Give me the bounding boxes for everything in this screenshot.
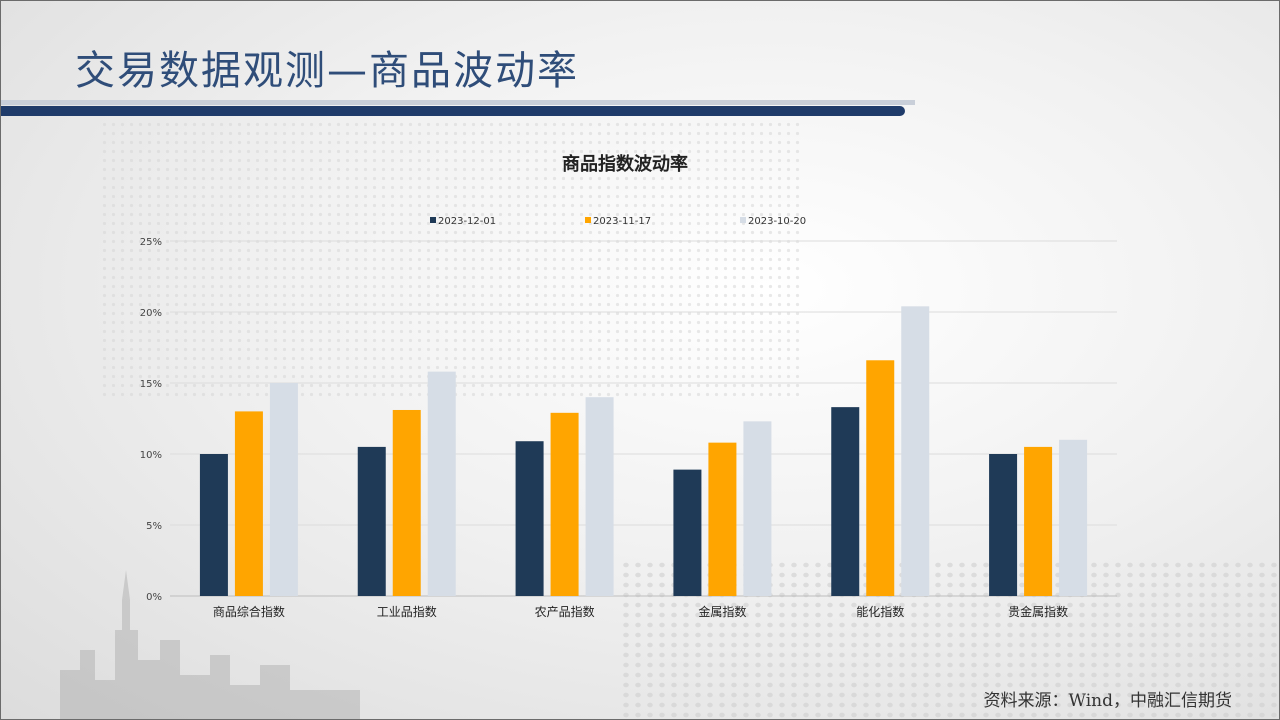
gridlines [170, 240, 1117, 597]
y-tick-label: 0% [146, 592, 162, 603]
y-axis: 0% 5% 10% 15% 20% 25% [140, 237, 162, 603]
bar [673, 469, 702, 596]
page-title: 交易数据观测—商品波动率 [75, 48, 579, 94]
bar [392, 409, 421, 596]
x-tick-label: 贵金属指数 [1008, 604, 1068, 619]
y-tick-label: 10% [140, 450, 162, 461]
chart-title: 商品指数波动率 [562, 153, 688, 175]
legend: 2023-12-01 2023-11-17 2023-10-20 [430, 216, 806, 227]
bar [550, 412, 579, 596]
title-underline [0, 106, 905, 116]
title-banner: 交易数据观测—商品波动率 [0, 0, 915, 118]
bar [357, 446, 386, 596]
bar [743, 421, 772, 596]
world-map-dots-decoration [100, 120, 800, 400]
legend-swatch [740, 217, 746, 223]
city-skyline-decoration [60, 570, 360, 720]
legend-swatch [430, 217, 436, 223]
bar [901, 306, 930, 596]
bar [1024, 446, 1053, 596]
bar [515, 441, 544, 596]
legend-label: 2023-12-01 [438, 216, 496, 227]
legend-swatch [585, 217, 591, 223]
bar [234, 411, 263, 596]
bars [199, 306, 1088, 596]
bar [831, 407, 860, 596]
x-tick-label: 商品综合指数 [213, 604, 285, 619]
x-tick-label: 工业品指数 [377, 604, 437, 619]
bar [989, 454, 1018, 596]
y-tick-label: 25% [140, 237, 162, 248]
y-tick-label: 20% [140, 308, 162, 319]
title-underline-light [0, 100, 915, 105]
bar [866, 360, 895, 596]
legend-label: 2023-11-17 [593, 216, 651, 227]
bar [708, 442, 737, 596]
legend-label: 2023-10-20 [748, 216, 806, 227]
bar [585, 397, 614, 596]
bar [1059, 439, 1088, 596]
bar [269, 383, 298, 596]
y-tick-label: 5% [146, 521, 162, 532]
data-source-note: 资料来源：Wind，中融汇信期货 [983, 691, 1232, 711]
x-tick-label: 农产品指数 [535, 604, 595, 619]
x-tick-label: 能化指数 [856, 604, 904, 619]
x-axis: 商品综合指数 工业品指数 农产品指数 金属指数 能化指数 贵金属指数 [213, 604, 1068, 619]
x-tick-label: 金属指数 [698, 604, 746, 619]
y-tick-label: 15% [140, 379, 162, 390]
bar [199, 454, 228, 596]
bar [427, 371, 456, 596]
